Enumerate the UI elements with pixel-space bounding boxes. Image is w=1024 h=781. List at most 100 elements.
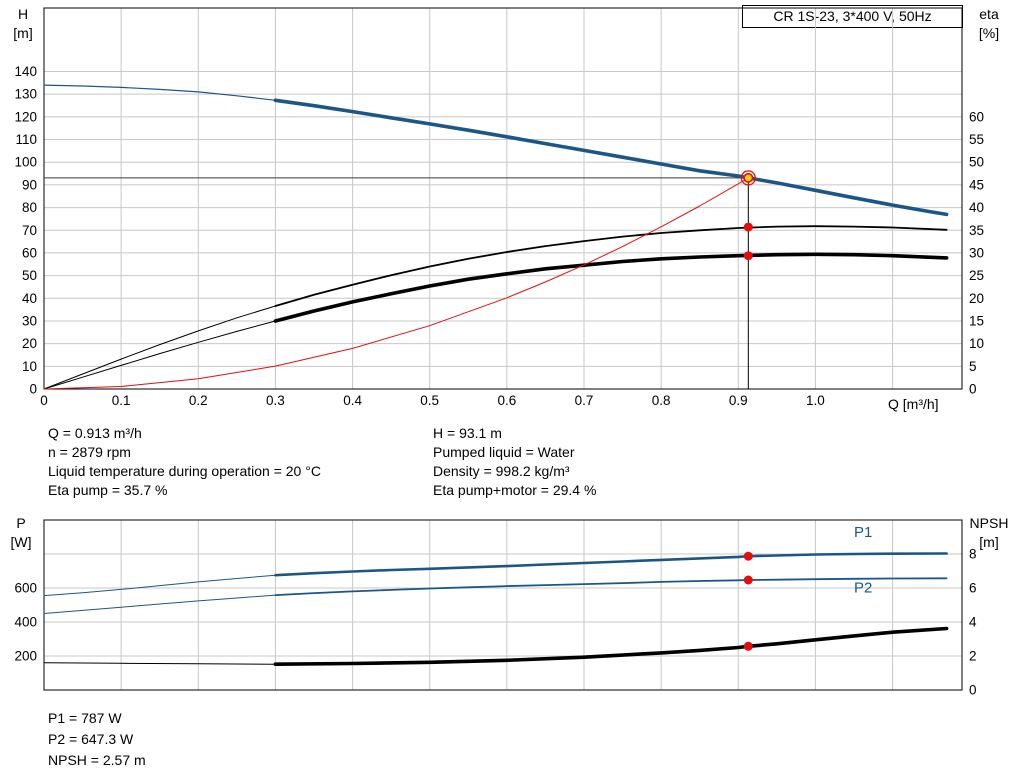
- q-axis-label: Q [m³/h]: [888, 396, 939, 412]
- y-tick-label-right: 5: [969, 359, 977, 374]
- y-tick-label-right: 45: [969, 177, 984, 192]
- operating-point-dot: [743, 551, 753, 561]
- series-eta-pump-lowflow: [43, 305, 276, 390]
- y-tick-label-right: 60: [969, 109, 984, 124]
- x-tick-label: 0.1: [112, 393, 131, 408]
- y-tick-label-right: 0: [969, 382, 977, 397]
- x-tick-label: 0.4: [343, 393, 362, 408]
- info-p2: P2 = 647.3 W: [48, 731, 134, 747]
- y-tick-label-left: 400: [14, 615, 37, 630]
- y-tick-label-left: 10: [22, 359, 37, 374]
- y-tick-label-right: 35: [969, 223, 984, 238]
- series-eta-pump-motor-curve: [273, 252, 949, 323]
- h-axis-unit: [m]: [13, 25, 33, 41]
- power-npsh-chart: P1 P2 200 400 600 0 2 4 6 8: [14, 519, 977, 698]
- x-tick-label: 0.8: [652, 393, 671, 408]
- operating-point-dot: [743, 251, 753, 261]
- series-label-P1: P1: [854, 524, 872, 541]
- y-tick-label-left: 120: [14, 109, 37, 124]
- x-tick-label: 0.3: [266, 393, 285, 408]
- duty-point-ring: [740, 170, 756, 186]
- info-speed: n = 2879 rpm: [48, 444, 131, 460]
- series-hq-curve-lowflow: [43, 84, 276, 101]
- eta-axis-label: eta [%]: [966, 5, 1012, 43]
- x-tick-label: 0.2: [189, 393, 208, 408]
- npsh-axis-label: NPSH [m]: [960, 514, 1018, 552]
- series-npsh-curve: [273, 626, 949, 666]
- info-flow: Q = 0.913 m³/h: [48, 425, 142, 441]
- power-npsh-info: P1 = 787 W P2 = 647.3 W NPSH = 2.57 m: [48, 708, 146, 771]
- info-pumped-liquid: Pumped liquid = Water: [433, 444, 575, 460]
- series-p2-curve: [274, 577, 948, 596]
- y-tick-label-left: 200: [14, 649, 37, 664]
- series-system-curve: [43, 177, 749, 390]
- y-tick-label-left: 30: [22, 314, 37, 329]
- series-eta-pump-motor-lowflow: [43, 320, 276, 390]
- qh-eta-chart: 0 0.1 0.2 0.3 0.4 0.5 0.6 0.7 0.8 0.9 1.0 0 10 20 30 40…: [14, 7, 984, 408]
- info-head: H = 93.1 m: [433, 425, 502, 441]
- plot-border: [43, 519, 963, 691]
- x-tick-label: 0: [40, 393, 48, 408]
- y-tick-label-right: 50: [969, 155, 984, 170]
- info-eta-pump-motor: Eta pump+motor = 29.4 %: [433, 482, 597, 498]
- info-npsh: NPSH = 2.57 m: [48, 752, 146, 768]
- series-p1-lowflow: [43, 574, 276, 597]
- series-p1-curve: [274, 552, 948, 577]
- y-tick-label-right: 15: [969, 314, 984, 329]
- series-npsh-lowflow: [43, 662, 276, 665]
- h-axis-label: H [m]: [6, 5, 40, 43]
- y-tick-label-right: 10: [969, 336, 984, 351]
- operating-point-dot: [743, 575, 753, 585]
- y-tick-label-left: 70: [22, 223, 37, 238]
- y-tick-label-right: 0: [969, 683, 977, 698]
- info-density: Density = 998.2 kg/m³: [433, 463, 570, 479]
- x-tick-label: 0.5: [420, 393, 439, 408]
- info-liquid-temperature: Liquid temperature during operation = 20…: [48, 463, 321, 479]
- y-tick-label-left: 600: [14, 581, 37, 596]
- y-tick-label-left: 80: [22, 200, 37, 215]
- operating-point-info-right: H = 93.1 m Pumped liquid = Water Density…: [433, 424, 596, 500]
- y-tick-label-right: 8: [969, 547, 977, 562]
- y-tick-label-right: 55: [969, 132, 984, 147]
- y-tick-label-left: 100: [14, 155, 37, 170]
- y-tick-label-left: 110: [15, 132, 37, 147]
- p-axis-symbol: P: [16, 515, 26, 531]
- series-eta-pump-curve: [274, 225, 948, 307]
- h-axis-symbol: H: [17, 6, 29, 22]
- series-p2-lowflow: [43, 594, 276, 614]
- y-tick-label-right: 30: [969, 245, 984, 260]
- duty-point-marker: [743, 172, 754, 183]
- y-tick-label-left: 90: [22, 177, 37, 192]
- p-axis-label: P [W]: [4, 514, 38, 552]
- eta-axis-unit: [%]: [978, 25, 1000, 41]
- info-eta-pump: Eta pump = 35.7 %: [48, 482, 168, 498]
- y-tick-label-right: 2: [969, 649, 977, 664]
- y-tick-label-right: 25: [969, 268, 984, 283]
- y-tick-label-right: 4: [969, 615, 977, 630]
- y-tick-label-left: 140: [14, 64, 37, 79]
- y-tick-label-left: 20: [22, 336, 37, 351]
- x-tick-label: 1.0: [806, 393, 825, 408]
- series-hq-curve: [273, 98, 949, 217]
- y-tick-label-left: 50: [22, 268, 37, 283]
- operating-point-info-left: Q = 0.913 m³/h n = 2879 rpm Liquid tempe…: [48, 424, 433, 500]
- x-tick-label: 0.9: [729, 393, 748, 408]
- y-tick-label-right: 20: [969, 291, 984, 306]
- pump-title-box: CR 1S-23, 3*400 V, 50Hz: [742, 5, 963, 28]
- y-tick-label-left: 60: [22, 245, 37, 260]
- operating-point-info: Q = 0.913 m³/h n = 2879 rpm Liquid tempe…: [48, 424, 596, 500]
- plot-border: [43, 7, 963, 390]
- x-tick-label: 0.7: [575, 393, 594, 408]
- y-tick-label-right: 6: [969, 581, 977, 596]
- y-tick-label-right: 40: [969, 200, 984, 215]
- p-axis-unit: [W]: [10, 534, 32, 550]
- pump-title: CR 1S-23, 3*400 V, 50Hz: [773, 8, 932, 24]
- eta-axis-symbol: eta: [979, 6, 999, 22]
- npsh-axis-symbol: NPSH: [969, 515, 1009, 531]
- y-tick-label-left: 130: [14, 87, 37, 102]
- operating-point-dot: [743, 641, 753, 651]
- npsh-axis-unit: [m]: [979, 534, 999, 550]
- y-tick-label-left: 0: [29, 382, 37, 397]
- operating-point-dot: [743, 222, 753, 232]
